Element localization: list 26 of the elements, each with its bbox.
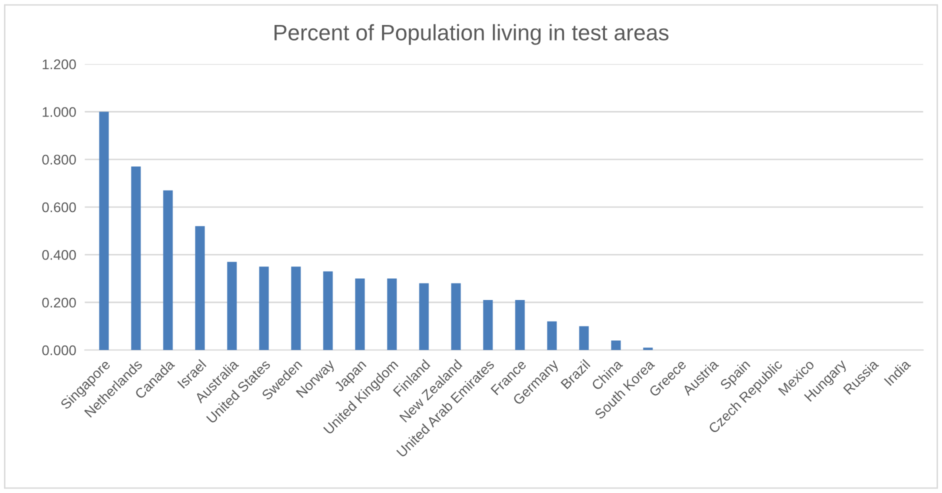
bar [387, 278, 397, 350]
bar [579, 326, 589, 350]
bar [291, 266, 301, 350]
bar [451, 283, 461, 350]
bar [163, 190, 173, 350]
bar [643, 348, 653, 350]
bar [131, 166, 141, 350]
y-tick-label: 0.200 [42, 298, 76, 308]
bar [323, 271, 333, 350]
y-tick-label: 0.000 [42, 345, 76, 356]
bar [547, 321, 557, 350]
bar [195, 226, 205, 350]
bar [259, 266, 269, 350]
bar [515, 300, 525, 350]
bar [227, 262, 237, 350]
bar [99, 112, 109, 350]
bar [611, 340, 621, 350]
y-tick-label: 0.800 [42, 154, 76, 165]
y-tick-label: 1.200 [42, 59, 76, 70]
bar [483, 300, 493, 350]
chart-title: Percent of Population living in test areas [274, 24, 668, 45]
y-tick-label: 1.000 [42, 107, 76, 117]
bar [419, 283, 429, 350]
bar [355, 278, 365, 350]
y-tick-label: 0.600 [42, 202, 76, 212]
y-tick-label: 0.400 [42, 250, 76, 260]
